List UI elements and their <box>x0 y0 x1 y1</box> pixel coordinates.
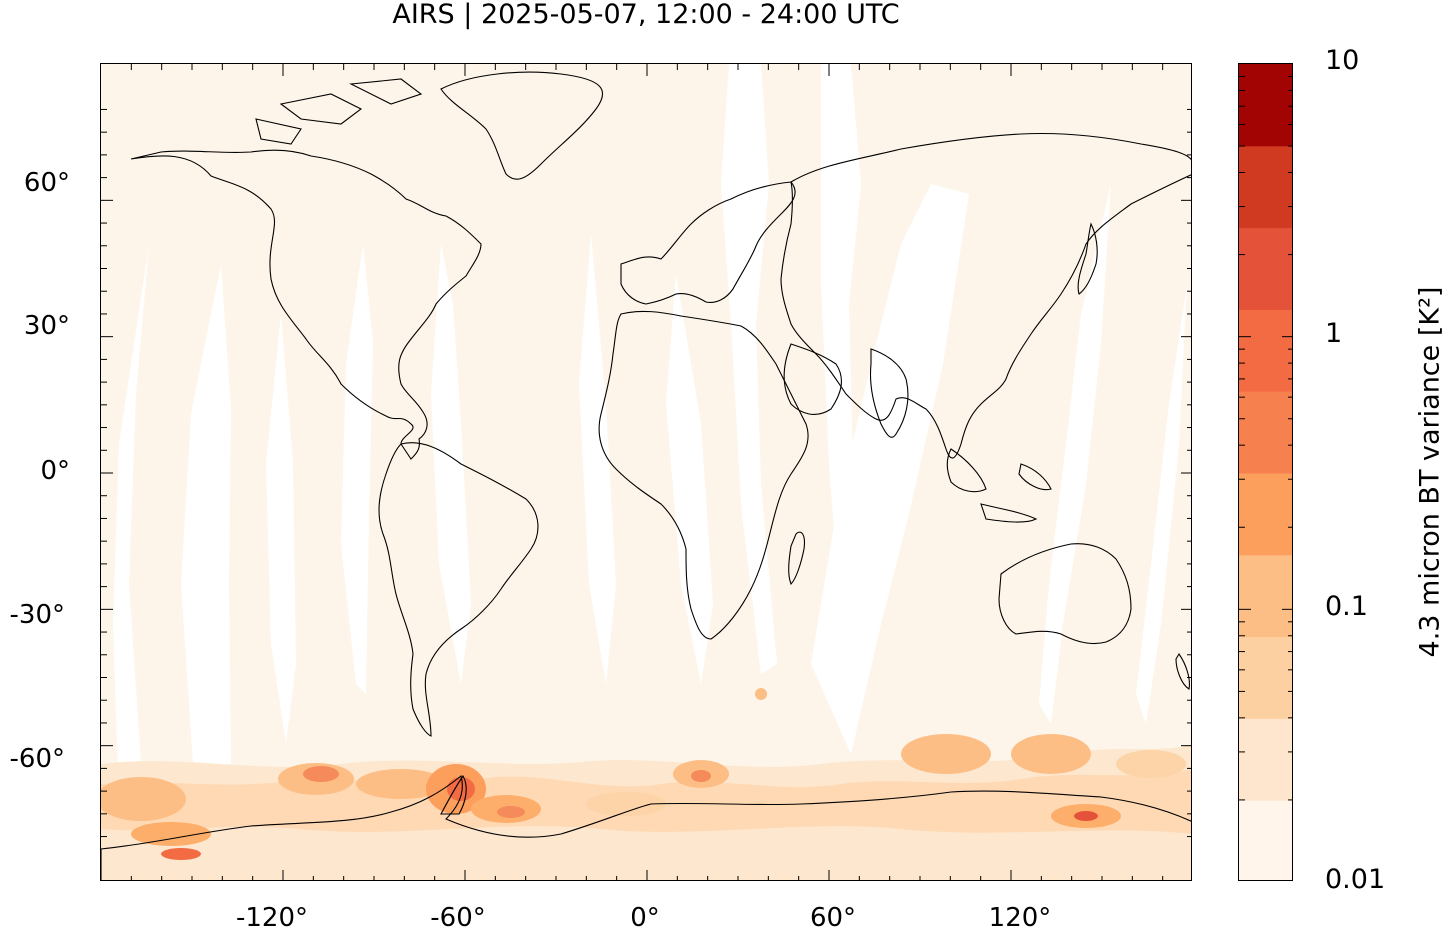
orbit-gap <box>721 64 777 674</box>
colorbar-swatch <box>1239 473 1293 555</box>
variance-patch <box>447 777 475 801</box>
colorbar-swatch <box>1239 800 1293 881</box>
coastline-madagascar <box>789 532 805 584</box>
x-tick-label-minus-60: -60° <box>408 905 508 931</box>
orbit-gap <box>579 234 616 684</box>
orbit-gap <box>666 274 713 684</box>
variance-patch <box>1074 811 1098 821</box>
colorbar-swatch <box>1239 228 1293 310</box>
colorbar-tick-label-10: 10 <box>1325 47 1359 75</box>
orbit-gap <box>1136 284 1187 724</box>
coastline-north-america <box>131 150 481 459</box>
map-canvas <box>101 64 1192 881</box>
variance-field <box>101 688 1192 881</box>
coastline-europe <box>621 182 795 304</box>
colorbar-swatches <box>1239 64 1293 881</box>
coastline-maritime <box>947 449 1051 522</box>
colorbar-title: 4.3 micron BT variance [K²] <box>1415 287 1442 658</box>
x-tick-label-120: 120° <box>970 905 1070 931</box>
colorbar-swatch <box>1239 146 1293 228</box>
colorbar-swatch <box>1239 64 1293 146</box>
variance-patch <box>303 766 339 782</box>
colorbar-swatch <box>1239 391 1293 473</box>
colorbar-tick-label-0-01: 0.01 <box>1325 866 1385 894</box>
orbit-gaps <box>113 64 1187 854</box>
colorbar-swatch <box>1239 718 1293 800</box>
variance-patch <box>497 806 525 818</box>
x-tick-label-0: 0° <box>595 905 695 931</box>
y-tick-label-30: 30° <box>0 313 70 339</box>
orbit-gap <box>431 244 471 684</box>
y-tick-label-minus-30: -30° <box>0 602 65 628</box>
variance-patch <box>1116 750 1186 778</box>
variance-patch <box>755 688 767 700</box>
orbit-gap <box>113 244 149 814</box>
colorbar-tick-label-1: 1 <box>1325 320 1342 348</box>
variance-patch <box>691 770 711 782</box>
x-tick-label-60: 60° <box>783 905 883 931</box>
coastline-new-zealand <box>1176 654 1189 689</box>
colorbar-tick-label-0-1: 0.1 <box>1325 593 1368 621</box>
variance-patch <box>1011 734 1091 774</box>
variance-patch <box>901 734 991 774</box>
y-tick-label-minus-60: -60° <box>0 746 65 772</box>
orbit-gap <box>341 244 373 694</box>
colorbar-swatch <box>1239 309 1293 391</box>
y-tick-label-0: 0° <box>0 458 70 484</box>
colorbar-swatch <box>1239 637 1293 719</box>
x-tick-label-minus-120: -120° <box>222 905 322 931</box>
map-panel <box>100 63 1192 881</box>
variance-patch <box>161 848 201 860</box>
orbit-gap <box>266 314 296 744</box>
colorbar <box>1238 63 1293 881</box>
plot-title: AIRS | 2025-05-07, 12:00 - 24:00 UTC <box>100 0 1192 30</box>
colorbar-swatch <box>1239 555 1293 637</box>
coastline-greenland <box>441 72 603 179</box>
y-tick-label-60: 60° <box>0 170 70 196</box>
coastline-arctic-islands <box>256 79 421 144</box>
